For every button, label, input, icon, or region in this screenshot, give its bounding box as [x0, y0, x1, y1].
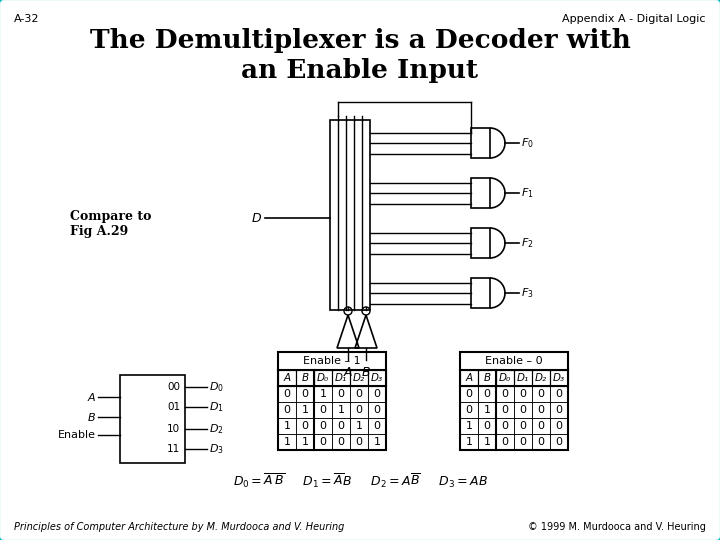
Text: Enable – 0: Enable – 0	[485, 356, 543, 366]
Text: 0: 0	[338, 437, 344, 447]
Bar	[332, 402, 350, 418]
Bar	[332, 386, 350, 402]
Bar	[314, 434, 332, 450]
Bar	[514, 402, 532, 418]
Text: $B$: $B$	[87, 411, 96, 423]
Bar	[368, 418, 386, 434]
Text: 0: 0	[538, 389, 544, 399]
Text: A-32: A-32	[14, 14, 40, 24]
Bar	[550, 402, 568, 418]
Text: 0: 0	[284, 405, 290, 415]
Text: 10: 10	[167, 424, 180, 434]
Bar	[350, 386, 368, 402]
Bar	[532, 418, 550, 434]
Text: 1: 1	[338, 405, 344, 415]
Text: D₂: D₂	[535, 373, 547, 383]
Text: 0: 0	[520, 421, 526, 431]
Text: Compare to
Fig A.29: Compare to Fig A.29	[70, 210, 151, 238]
Text: 0: 0	[556, 421, 562, 431]
Text: 0: 0	[484, 421, 490, 431]
Bar	[532, 386, 550, 402]
Text: $D$: $D$	[251, 212, 262, 225]
Text: 0: 0	[356, 405, 362, 415]
Bar	[278, 402, 296, 418]
Text: $D_1$: $D_1$	[209, 400, 224, 414]
Bar	[496, 434, 514, 450]
Bar	[460, 402, 478, 418]
Bar	[296, 434, 314, 450]
Text: D₀: D₀	[499, 373, 511, 383]
Text: 1: 1	[466, 421, 472, 431]
Text: Principles of Computer Architecture by M. Murdooca and V. Heuring: Principles of Computer Architecture by M…	[14, 522, 344, 532]
Bar	[478, 402, 496, 418]
Text: 0: 0	[466, 389, 472, 399]
Bar	[460, 434, 478, 450]
Text: 0: 0	[374, 405, 380, 415]
Text: © 1999 M. Murdooca and V. Heuring: © 1999 M. Murdooca and V. Heuring	[528, 522, 706, 532]
Bar	[550, 370, 568, 386]
Text: 0: 0	[538, 405, 544, 415]
Text: $F_1$: $F_1$	[521, 186, 534, 200]
Text: 11: 11	[167, 444, 180, 454]
Text: 1: 1	[284, 421, 290, 431]
Text: $F_0$: $F_0$	[521, 136, 534, 150]
Text: 0: 0	[356, 437, 362, 447]
Text: D₂: D₂	[353, 373, 365, 383]
Bar	[314, 370, 332, 386]
Text: 0: 0	[284, 389, 290, 399]
Text: D₁: D₁	[517, 373, 529, 383]
Bar	[550, 434, 568, 450]
Text: 0: 0	[374, 389, 380, 399]
Text: $D_3$: $D_3$	[209, 442, 224, 456]
Text: 1: 1	[302, 437, 308, 447]
Bar	[368, 386, 386, 402]
Text: $D_0$: $D_0$	[209, 380, 224, 394]
Text: A: A	[284, 373, 291, 383]
Text: 0: 0	[338, 421, 344, 431]
Text: 1: 1	[484, 405, 490, 415]
Text: 00: 00	[167, 382, 180, 392]
Text: 0: 0	[502, 437, 508, 447]
Text: $A$: $A$	[343, 366, 354, 379]
Text: 0: 0	[302, 421, 308, 431]
Bar	[460, 370, 478, 386]
Bar	[496, 370, 514, 386]
Text: $B$: $B$	[361, 366, 371, 379]
Bar	[278, 386, 296, 402]
Bar	[350, 418, 368, 434]
Bar	[296, 402, 314, 418]
Bar	[330, 120, 370, 310]
Bar	[120, 375, 185, 463]
Text: 0: 0	[374, 421, 380, 431]
Bar	[496, 418, 514, 434]
Text: an Enable Input: an Enable Input	[241, 58, 479, 83]
Bar	[296, 386, 314, 402]
Text: 1: 1	[374, 437, 380, 447]
Bar	[278, 370, 296, 386]
Bar	[368, 402, 386, 418]
Bar	[332, 418, 350, 434]
Text: A: A	[465, 373, 472, 383]
Bar	[514, 386, 532, 402]
Text: Appendix A - Digital Logic: Appendix A - Digital Logic	[562, 14, 706, 24]
Bar	[532, 370, 550, 386]
Text: 0: 0	[520, 437, 526, 447]
Bar	[478, 386, 496, 402]
Bar	[478, 370, 496, 386]
Text: $A$: $A$	[86, 391, 96, 403]
Bar	[478, 434, 496, 450]
Text: 1: 1	[302, 405, 308, 415]
Text: 0: 0	[320, 421, 326, 431]
Text: $D_2$: $D_2$	[209, 422, 224, 436]
Text: B: B	[483, 373, 490, 383]
Bar	[296, 370, 314, 386]
Text: 0: 0	[520, 389, 526, 399]
Text: 0: 0	[466, 405, 472, 415]
Text: 1: 1	[466, 437, 472, 447]
Text: 0: 0	[502, 389, 508, 399]
Text: 0: 0	[556, 437, 562, 447]
Text: 0: 0	[556, 405, 562, 415]
Bar	[296, 418, 314, 434]
Bar	[278, 434, 296, 450]
